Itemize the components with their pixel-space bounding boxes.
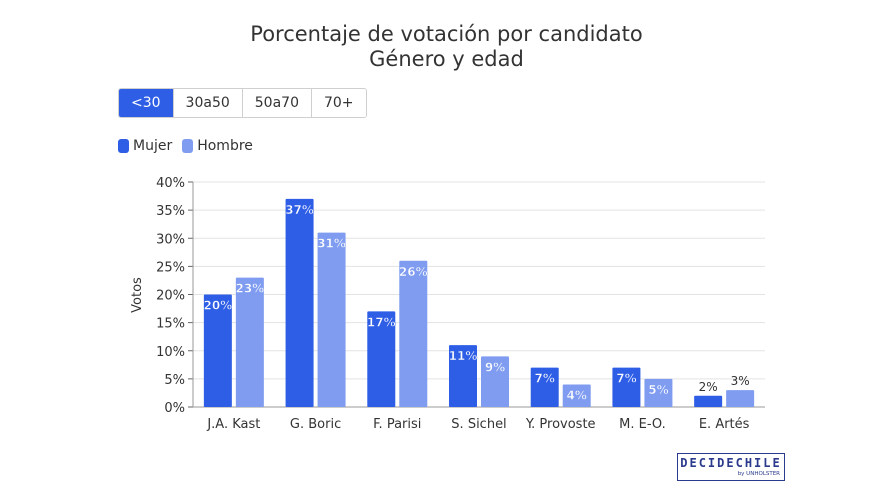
data-label: 7%: [616, 372, 636, 386]
data-label: 17%: [367, 315, 396, 329]
y-tick-label: 20%: [156, 289, 185, 304]
data-label: 37%: [285, 203, 314, 217]
y-tick-label: 35%: [156, 204, 185, 219]
data-label: 3%: [731, 374, 750, 388]
x-tick-label: Y. Provoste: [525, 417, 596, 432]
bar-mujer[interactable]: [449, 345, 477, 407]
bar-hombre[interactable]: [726, 390, 755, 407]
legend-label-hombre: Hombre: [197, 138, 253, 154]
decidechile-logo: DECIDECHILE by UNHOLSTER: [677, 453, 785, 481]
bar-hombre[interactable]: [562, 384, 591, 408]
data-label: 5%: [648, 383, 668, 397]
y-tick-label: 30%: [156, 232, 185, 247]
logo-wordmark: DECIDECHILE: [680, 456, 782, 470]
chart-title: Porcentaje de votación por candidato: [250, 22, 643, 46]
x-tick-label: J.A. Kast: [206, 417, 260, 432]
data-label: 4%: [567, 389, 587, 403]
tab-50-70[interactable]: 50a70: [242, 89, 312, 117]
bar-mujer[interactable]: [612, 367, 641, 407]
y-tick-label: 15%: [156, 317, 185, 332]
data-label: 2%: [699, 380, 718, 394]
y-tick-label: 25%: [156, 260, 185, 275]
chart-legend: Mujer Hombre: [118, 138, 253, 154]
bar-mujer[interactable]: [285, 198, 314, 407]
y-tick-label: 40%: [156, 176, 185, 191]
legend-label-mujer: Mujer: [133, 138, 173, 154]
age-group-tabs: <30 30a50 50a70 70+: [118, 88, 367, 118]
tab-70-plus[interactable]: 70+: [311, 89, 366, 117]
bar-hombre[interactable]: [399, 260, 428, 407]
legend-item-mujer[interactable]: Mujer: [118, 138, 172, 154]
legend-swatch-hombre: [182, 139, 194, 153]
x-tick-label: S. Sichel: [451, 417, 506, 432]
x-tick-label: G. Boric: [290, 417, 341, 432]
x-tick-label: M. E-O.: [619, 417, 666, 432]
y-tick-label: 0%: [164, 401, 185, 416]
tab-under-30[interactable]: <30: [119, 89, 174, 117]
data-label: 9%: [485, 360, 505, 374]
data-label: 26%: [399, 265, 428, 279]
bar-mujer[interactable]: [530, 367, 559, 407]
chart-subtitle: Género y edad: [369, 47, 524, 71]
legend-item-hombre[interactable]: Hombre: [182, 138, 253, 154]
y-axis-label: Votos: [130, 277, 145, 313]
data-label: 23%: [235, 282, 264, 296]
bar-hombre[interactable]: [481, 356, 509, 407]
bar-mujer[interactable]: [203, 294, 232, 408]
bar-mujer[interactable]: [367, 311, 396, 407]
y-tick-label: 5%: [164, 373, 185, 388]
data-label: 11%: [449, 349, 478, 363]
bar-hombre[interactable]: [235, 277, 264, 407]
logo-byline: by UNHOLSTER: [737, 471, 780, 477]
bar-hombre[interactable]: [644, 378, 673, 407]
data-label: 31%: [317, 237, 346, 251]
y-tick-label: 10%: [156, 345, 185, 360]
x-tick-label: F. Parisi: [373, 417, 421, 432]
bar-hombre[interactable]: [317, 232, 346, 407]
data-label: 20%: [203, 299, 232, 313]
tab-30-50[interactable]: 30a50: [173, 89, 243, 117]
data-label: 7%: [535, 372, 555, 386]
bar-mujer[interactable]: [694, 395, 723, 407]
legend-swatch-mujer: [118, 139, 129, 153]
x-tick-label: E. Artés: [699, 417, 750, 432]
